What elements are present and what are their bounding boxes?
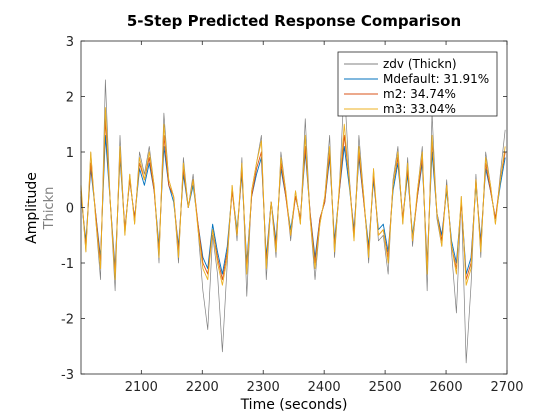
x-tick-label: 2400	[308, 380, 341, 395]
y-tick-label: 3	[66, 35, 74, 50]
x-tick-label: 2100	[125, 380, 158, 395]
legend-label-m2: m2: 34.74%	[383, 87, 456, 101]
y-tick-label: -1	[61, 257, 74, 272]
y-axis-label: Amplitude	[24, 172, 40, 244]
x-tick-label: 2600	[430, 380, 463, 395]
x-tick-label: 2500	[369, 380, 402, 395]
chart-title: 5-Step Predicted Response Comparison	[127, 12, 461, 30]
x-tick-label: 2200	[186, 380, 219, 395]
x-tick-label: 2300	[247, 380, 280, 395]
legend-box	[337, 51, 498, 117]
y-tick-label: -3	[61, 368, 74, 383]
x-axis-label: Time (seconds)	[240, 397, 348, 413]
series-layer	[80, 79, 506, 364]
y-axis-sublabel: Thickn	[42, 187, 57, 231]
legend-label-mdefault: Mdefault: 31.91%	[383, 72, 489, 86]
y-tick-label: -2	[61, 313, 74, 328]
x-tick-label: 2700	[490, 380, 523, 395]
y-tick-label: 0	[66, 202, 74, 217]
legend: zdv (Thickn) Mdefault: 31.91% m2: 34.74%…	[337, 51, 498, 117]
x-axis-ticks: 2100 2200 2300 2400 2500 2600 2700	[125, 41, 524, 395]
legend-label-zdv: zdv (Thickn)	[383, 57, 457, 71]
series-line-3	[80, 107, 506, 286]
y-axis-ticks: -3 -2 -1 0 1 2 3	[61, 35, 507, 383]
y-tick-label: 2	[66, 91, 74, 106]
y-tick-label: 1	[66, 146, 74, 161]
legend-label-m3: m3: 33.04%	[383, 102, 456, 116]
